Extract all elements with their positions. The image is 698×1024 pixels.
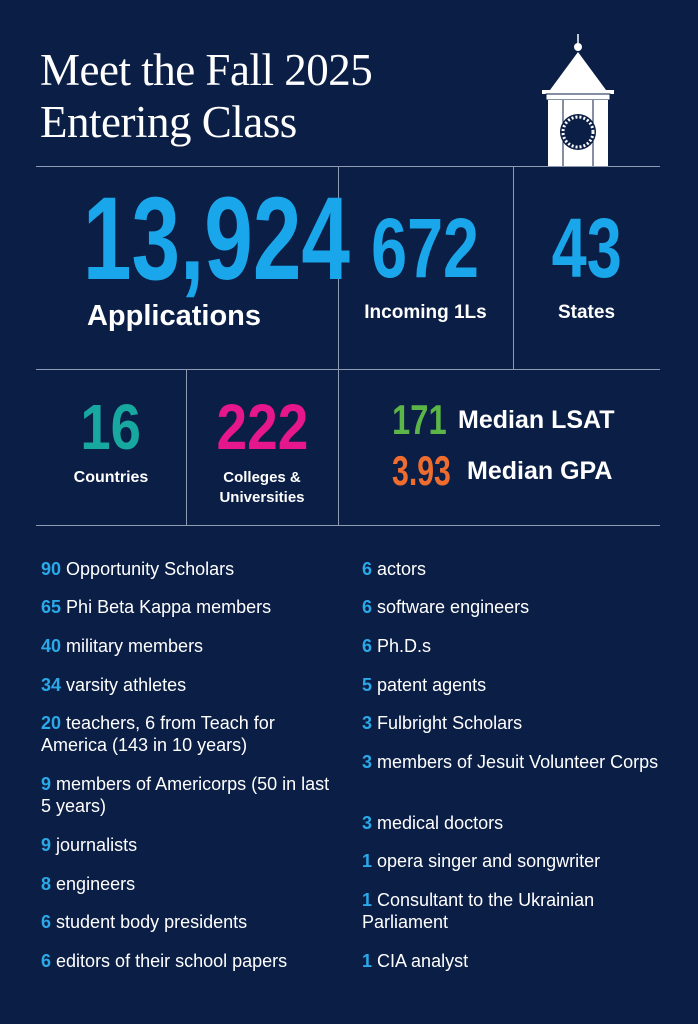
stat-label: Median GPA — [467, 457, 613, 485]
fact-count: 6 — [41, 951, 52, 971]
fact-item: 6 actors — [362, 558, 662, 580]
fact-count: 20 — [41, 713, 62, 733]
clock-tower-icon — [542, 34, 614, 166]
fact-count: 1 — [362, 890, 373, 910]
fact-text: CIA analyst — [377, 951, 469, 971]
fact-text: medical doctors — [377, 813, 504, 833]
fact-item: 1 opera singer and songwriter — [362, 850, 662, 872]
stat-incoming: 672 Incoming 1Ls — [338, 206, 513, 324]
fact-item: 3 members of Jesuit Volunteer Corps — [362, 751, 662, 773]
fact-item: 34 varsity athletes — [41, 674, 341, 696]
fact-item: 1 Consultant to the Ukrainian Parliament — [362, 889, 662, 933]
fact-count: 3 — [362, 813, 373, 833]
stat-lsat: 171 Median LSAT — [392, 396, 614, 444]
divider — [36, 525, 660, 526]
fact-item: 5 patent agents — [362, 674, 662, 696]
fact-item: 9 members of Americorps (50 in last 5 ye… — [41, 773, 341, 817]
fact-count: 90 — [41, 559, 62, 579]
stat-label: States — [557, 302, 616, 323]
fact-count: 9 — [41, 774, 52, 794]
stat-value: 222 — [216, 391, 308, 463]
fact-item: 90 Opportunity Scholars — [41, 558, 341, 580]
fact-text: teachers, 6 from Teach for America (143 … — [41, 713, 275, 755]
stat-label: Median LSAT — [458, 406, 615, 434]
stat-applications: 13,924 Applications — [36, 180, 350, 333]
fact-item: 6 editors of their school papers — [41, 950, 341, 972]
title-line-1: Meet the Fall 2025 — [40, 45, 373, 95]
fact-text: Fulbright Scholars — [377, 713, 523, 733]
stat-states: 43 States — [513, 206, 660, 324]
fact-item: 8 engineers — [41, 873, 341, 895]
fact-item: 65 Phi Beta Kappa members — [41, 596, 341, 618]
fact-item: 6 student body presidents — [41, 911, 341, 933]
divider — [186, 369, 187, 525]
page-title: Meet the Fall 2025 Entering Class — [40, 44, 373, 148]
fact-item: 6 Ph.D.s — [362, 635, 662, 657]
fact-text: editors of their school papers — [56, 951, 288, 971]
fact-count: 40 — [41, 636, 62, 656]
fact-text: military members — [66, 636, 204, 656]
fact-count: 6 — [362, 559, 373, 579]
title-line-2: Entering Class — [40, 97, 297, 147]
fact-text: members of Jesuit Volunteer Corps — [377, 752, 659, 772]
stat-value: 672 — [371, 201, 480, 295]
fact-item: 1 CIA analyst — [362, 950, 662, 972]
stat-gpa: 3.93 Median GPA — [392, 447, 612, 495]
fact-count: 8 — [41, 874, 52, 894]
stat-label: Colleges & — [223, 469, 301, 486]
fact-item: 20 teachers, 6 from Teach for America (1… — [41, 712, 341, 756]
divider — [338, 166, 339, 525]
fact-count: 1 — [362, 851, 373, 871]
stat-label: Countries — [73, 469, 149, 486]
stat-value: 43 — [551, 201, 622, 295]
fact-count: 1 — [362, 951, 373, 971]
fact-item: 3 medical doctors — [362, 812, 662, 834]
stat-label: Universities — [219, 489, 305, 506]
fact-item: 9 journalists — [41, 834, 341, 856]
stat-label: Applications — [86, 300, 261, 332]
divider — [36, 166, 660, 167]
stat-value: 16 — [80, 391, 142, 463]
fact-count: 34 — [41, 675, 62, 695]
stat-value: 13,924 — [82, 173, 351, 305]
fact-text: opera singer and songwriter — [377, 851, 601, 871]
divider — [513, 166, 514, 369]
fact-text: Ph.D.s — [377, 636, 432, 656]
fact-item: 40 military members — [41, 635, 341, 657]
fact-text: members of Americorps (50 in last 5 year… — [41, 774, 330, 816]
stat-countries: 16 Countries — [36, 395, 186, 487]
fact-count: 6 — [41, 912, 52, 932]
fact-item: 3 Fulbright Scholars — [362, 712, 662, 734]
fact-count: 6 — [362, 597, 373, 617]
fact-text: student body presidents — [56, 912, 248, 932]
fact-text: Phi Beta Kappa members — [66, 597, 272, 617]
fact-count: 5 — [362, 675, 373, 695]
fact-text: Opportunity Scholars — [66, 559, 235, 579]
stat-label: Incoming 1Ls — [364, 302, 487, 323]
fact-text: journalists — [56, 835, 138, 855]
fact-text: Consultant to the Ukrainian Parliament — [362, 890, 595, 932]
fact-text: varsity athletes — [66, 675, 187, 695]
fact-count: 3 — [362, 752, 373, 772]
fact-count: 9 — [41, 835, 52, 855]
stat-value: 171 — [392, 396, 447, 443]
fact-text: software engineers — [377, 597, 530, 617]
fact-text: engineers — [56, 874, 136, 894]
fact-count: 3 — [362, 713, 373, 733]
fact-item: 6 software engineers — [362, 596, 662, 618]
fact-text: patent agents — [377, 675, 487, 695]
fact-count: 6 — [362, 636, 373, 656]
divider — [36, 369, 660, 370]
stat-value: 3.93 — [392, 447, 451, 494]
fact-count: 65 — [41, 597, 62, 617]
stat-colleges: 222 Colleges & Universities — [186, 395, 338, 506]
fact-text: actors — [377, 559, 427, 579]
